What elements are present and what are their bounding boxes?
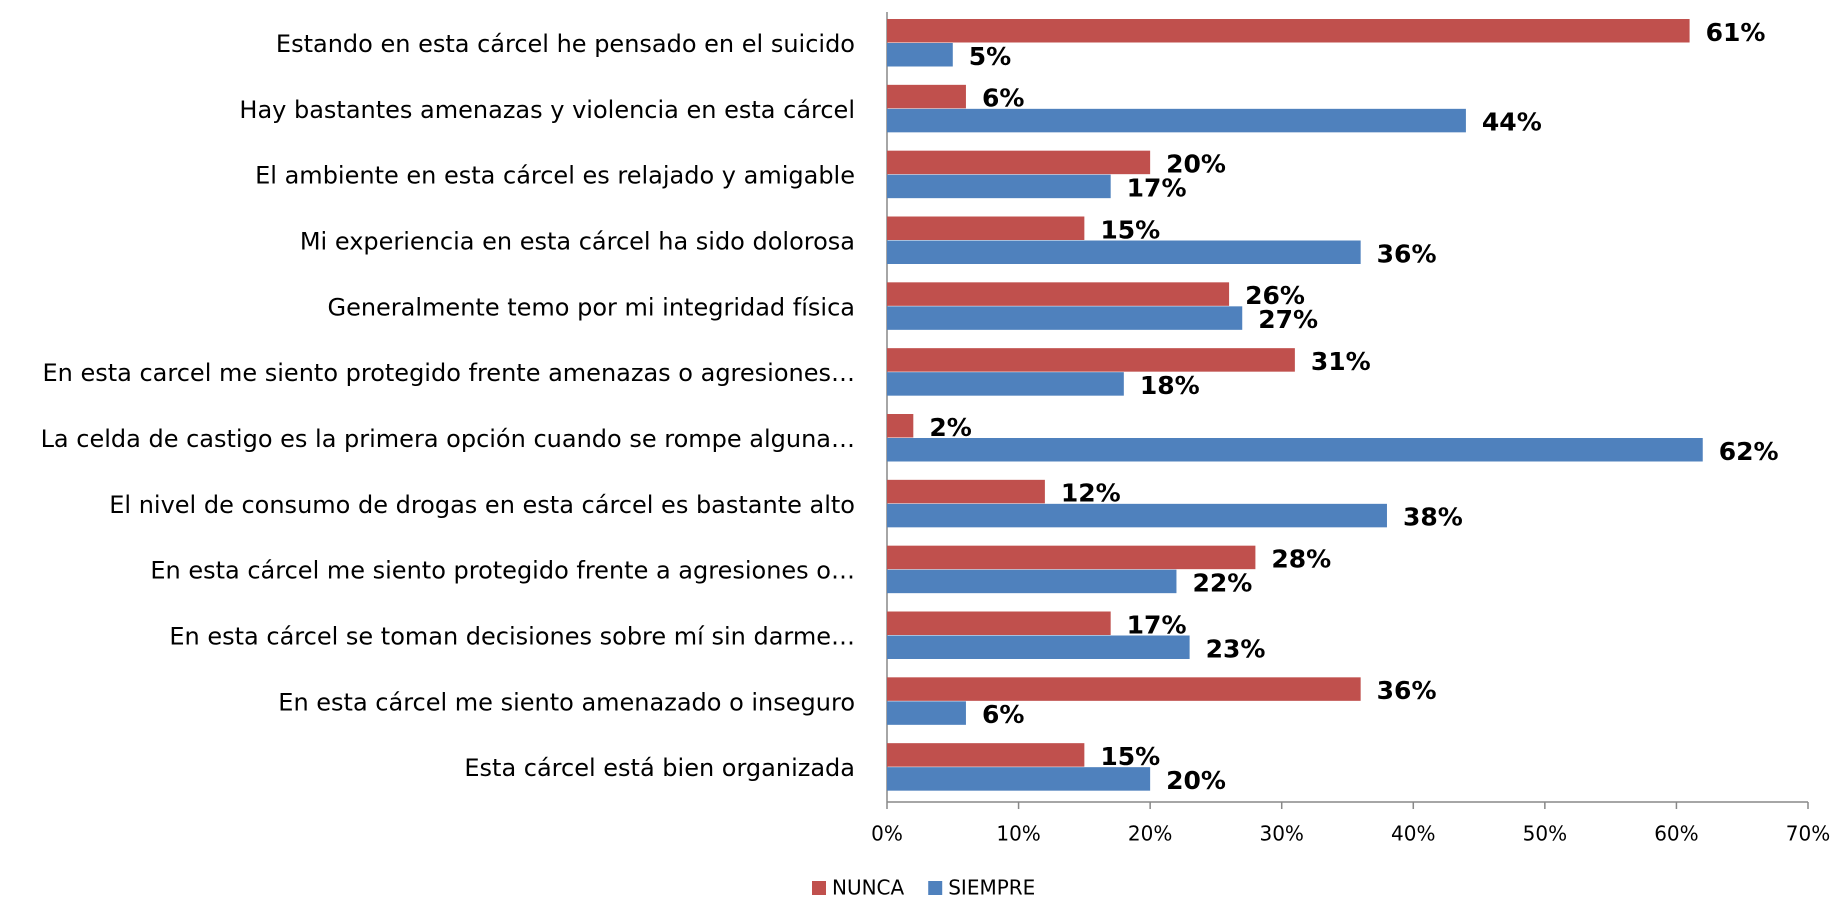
- data-label: 2%: [929, 413, 971, 442]
- bar: [887, 677, 1361, 701]
- data-label: 18%: [1140, 371, 1200, 400]
- bar: [887, 569, 1177, 594]
- x-tick-label: 40%: [1391, 822, 1435, 846]
- bar: [887, 240, 1361, 264]
- data-label: 28%: [1271, 544, 1331, 573]
- data-label: 61%: [1706, 18, 1766, 47]
- data-label: 6%: [982, 84, 1024, 113]
- bar: [887, 503, 1387, 528]
- legend-label: SIEMPRE: [948, 876, 1035, 899]
- data-label: 26%: [1245, 281, 1305, 310]
- bar: [887, 84, 966, 109]
- category-label: El nivel de consumo de drogas en esta cá…: [109, 491, 855, 519]
- bar: [887, 108, 1466, 133]
- data-label: 5%: [969, 42, 1011, 71]
- legend-label: NUNCA: [832, 876, 905, 899]
- bar: [887, 701, 966, 725]
- bar: [887, 306, 1243, 330]
- data-label: 22%: [1192, 568, 1252, 597]
- data-label: 62%: [1719, 437, 1779, 466]
- bar: [887, 414, 914, 438]
- bar: [887, 545, 1256, 570]
- bar: [887, 174, 1111, 199]
- data-label: 17%: [1127, 173, 1187, 202]
- bar: [887, 19, 1690, 43]
- data-label: 12%: [1061, 479, 1121, 508]
- bar: [887, 479, 1045, 504]
- category-label: Esta cárcel está bien organizada: [464, 754, 855, 782]
- category-label: En esta cárcel me siento amenazado o ins…: [278, 688, 855, 716]
- data-label: 20%: [1166, 766, 1226, 795]
- data-label: 15%: [1100, 215, 1160, 244]
- x-tick-label: 50%: [1523, 822, 1567, 846]
- bar: [887, 216, 1085, 240]
- data-label: 20%: [1166, 149, 1226, 178]
- data-label: 27%: [1258, 305, 1318, 334]
- data-label: 17%: [1127, 610, 1187, 639]
- bar: [887, 348, 1295, 372]
- x-tick-label: 60%: [1654, 822, 1698, 846]
- category-label: Hay bastantes amenazas y violencia en es…: [239, 96, 855, 124]
- category-label: Estando en esta cárcel he pensado en el …: [276, 30, 855, 58]
- legend-swatch: [812, 881, 826, 895]
- bar: [887, 150, 1151, 175]
- x-tick-label: 0%: [871, 822, 903, 846]
- data-label: 36%: [1377, 676, 1437, 705]
- legend-swatch: [928, 881, 943, 895]
- data-label: 6%: [982, 700, 1024, 729]
- bar: [887, 743, 1085, 767]
- category-label: La celda de castigo es la primera opción…: [41, 425, 855, 453]
- bar: [887, 372, 1124, 396]
- bar: [887, 282, 1230, 306]
- data-label: 44%: [1482, 108, 1542, 137]
- data-label: 36%: [1377, 239, 1437, 268]
- category-label: En esta cárcel me siento protegido frent…: [150, 557, 855, 585]
- data-label: 23%: [1206, 634, 1266, 663]
- category-label: El ambiente en esta cárcel es relajado y…: [255, 162, 855, 190]
- bar: [887, 767, 1151, 791]
- x-tick-label: 10%: [996, 822, 1040, 846]
- x-tick-label: 20%: [1128, 822, 1172, 846]
- category-label: Generalmente temo por mi integridad físi…: [327, 293, 855, 321]
- data-label: 15%: [1100, 742, 1160, 771]
- bar: [887, 438, 1703, 462]
- category-label: En esta cárcel se toman decisiones sobre…: [169, 622, 855, 650]
- bar: [887, 43, 953, 67]
- x-tick-label: 30%: [1259, 822, 1303, 846]
- x-tick-label: 70%: [1786, 822, 1830, 846]
- bar: [887, 611, 1111, 635]
- data-label: 31%: [1311, 347, 1371, 376]
- category-label: En esta carcel me siento protegido frent…: [42, 359, 855, 387]
- data-label: 38%: [1403, 503, 1463, 532]
- category-label: Mi experiencia en esta cárcel ha sido do…: [300, 227, 855, 255]
- bar: [887, 635, 1190, 659]
